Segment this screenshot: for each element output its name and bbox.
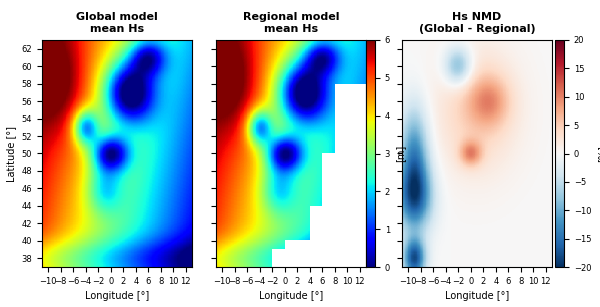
X-axis label: Longitude [°]: Longitude [°] <box>85 291 149 301</box>
Y-axis label: [%]: [%] <box>597 145 600 162</box>
Title: Global model
mean Hs: Global model mean Hs <box>76 12 158 33</box>
X-axis label: Longitude [°]: Longitude [°] <box>445 291 509 301</box>
X-axis label: Longitude [°]: Longitude [°] <box>259 291 323 301</box>
Title: Hs NMD
(Global - Regional): Hs NMD (Global - Regional) <box>419 12 535 33</box>
Title: Regional model
mean Hs: Regional model mean Hs <box>243 12 339 33</box>
Y-axis label: Latitude [°]: Latitude [°] <box>6 126 16 181</box>
Y-axis label: [m]: [m] <box>395 145 406 162</box>
